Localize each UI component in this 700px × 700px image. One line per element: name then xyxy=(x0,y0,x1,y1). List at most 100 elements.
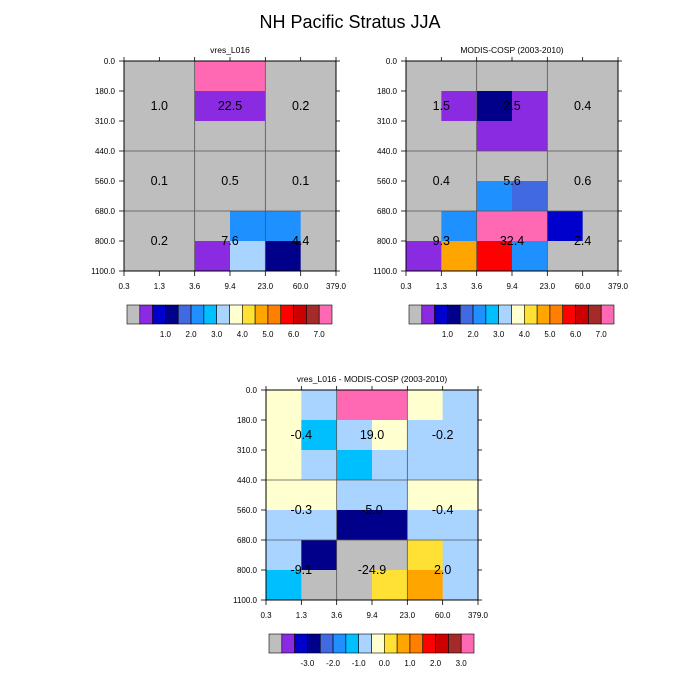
colorbar-swatch xyxy=(524,304,538,325)
y-tick-label: 680.0 xyxy=(95,207,116,216)
heatmap-cell xyxy=(300,211,337,242)
colorbar-swatch xyxy=(536,304,551,325)
x-tick-label: 379.0 xyxy=(608,282,629,291)
group-value-label: 32.4 xyxy=(500,234,524,248)
heatmap-cell xyxy=(442,450,479,481)
group-value-label: -0.4 xyxy=(291,428,313,442)
heatmap-cell xyxy=(476,91,513,122)
heatmap-cell xyxy=(441,241,478,272)
heatmap-cell xyxy=(266,450,302,481)
heatmap-cell xyxy=(265,151,302,182)
heatmap-cell xyxy=(300,121,337,152)
y-tick-label: 440.0 xyxy=(377,147,398,156)
colorbar-swatch xyxy=(152,304,166,325)
colorbar-swatch xyxy=(307,633,321,654)
colorbar-swatch xyxy=(434,304,448,325)
colorbar-swatch xyxy=(216,304,230,325)
x-tick-label: 9.4 xyxy=(366,611,378,620)
colorbar-label: 6.0 xyxy=(288,330,300,339)
colorbar-swatch xyxy=(345,633,359,654)
colorbar-swatch xyxy=(319,633,334,654)
x-tick-label: 0.3 xyxy=(260,611,272,620)
colorbar-swatch xyxy=(229,304,243,325)
group-value-label: 0.1 xyxy=(292,174,309,188)
group-value-label: 0.5 xyxy=(221,174,238,188)
heatmap-cell xyxy=(372,450,408,481)
colorbar-swatch xyxy=(190,304,205,325)
y-tick-label: 180.0 xyxy=(95,87,116,96)
colorbar-swatch xyxy=(422,633,436,654)
heatmap-cell xyxy=(265,121,302,152)
heatmap-cell xyxy=(512,211,548,242)
heatmap-cell xyxy=(476,151,513,182)
group-value-label: 4.4 xyxy=(292,234,309,248)
heatmap-cell xyxy=(547,241,584,272)
heatmap-cell xyxy=(406,241,442,272)
heatmap-cell xyxy=(159,211,196,242)
colorbar-swatch xyxy=(472,304,487,325)
colorbar-2: 1.0 2.0 3.0 4.0 5.0 6.0 7.0 xyxy=(408,304,615,339)
heatmap-panel-2: MODIS-COSP (2003-2010) 0.3 1.3 3.6 9.4 23.0 60… xyxy=(373,45,628,291)
x-tick-label: 3.6 xyxy=(331,611,343,620)
heatmap-cell xyxy=(442,420,479,451)
colorbar-swatch xyxy=(203,304,217,325)
heatmap-cell xyxy=(124,121,160,152)
heatmap-cell xyxy=(476,181,513,212)
heatmap-cell xyxy=(159,181,196,212)
group-value-label: 1.5 xyxy=(433,99,450,113)
colorbar-swatch xyxy=(384,633,398,654)
heatmap-cell xyxy=(300,151,337,182)
colorbar-3: -3.0 -2.0 -1.0 0.0 1.0 2.0 3.0 xyxy=(268,633,475,668)
colorbar-swatch xyxy=(126,304,141,325)
colorbar-swatch xyxy=(459,304,474,325)
x-tick-label: 23.0 xyxy=(540,282,556,291)
heatmap-cell xyxy=(441,91,478,122)
y-tick-label: 440.0 xyxy=(237,476,258,485)
heatmap-cell xyxy=(266,480,302,511)
x-tick-label: 60.0 xyxy=(435,611,451,620)
heatmap-cell xyxy=(441,211,478,242)
colorbar-label: 3.0 xyxy=(211,330,223,339)
heatmap-cell xyxy=(407,390,444,421)
heatmap-cell xyxy=(124,211,160,242)
heatmap-cell xyxy=(406,91,442,122)
heatmap-cell xyxy=(230,121,266,152)
heatmap-cell xyxy=(159,241,196,272)
heatmap-cell xyxy=(406,61,442,92)
heatmap-cell xyxy=(300,181,337,212)
heatmap-cell xyxy=(476,241,513,272)
heatmap-cell xyxy=(265,181,302,212)
y-tick-label: 560.0 xyxy=(377,177,398,186)
y-tick-label: 560.0 xyxy=(95,177,116,186)
heatmap-cell xyxy=(301,570,338,601)
y-tick-label: 1100.0 xyxy=(233,596,257,605)
colorbar-swatch xyxy=(460,633,475,654)
heatmap-cell xyxy=(512,91,548,122)
heatmap-cell xyxy=(547,121,584,152)
heatmap-cell xyxy=(159,151,196,182)
colorbar-swatch xyxy=(562,304,576,325)
heatmap-cell xyxy=(407,450,444,481)
heatmap-cell xyxy=(406,151,442,182)
heatmap-cell xyxy=(441,181,478,212)
heatmap-cell xyxy=(441,61,478,92)
x-tick-label: 60.0 xyxy=(575,282,591,291)
heatmap-cell xyxy=(582,211,619,242)
heatmap-cell xyxy=(194,121,231,152)
panels: vres_L016 0.3 1.3 3.6 9.4 23.0 60.0 379.0 0.0 180… xyxy=(91,45,628,620)
colorbar-swatch xyxy=(306,304,320,325)
x-tick-label: 379.0 xyxy=(468,611,489,620)
heatmap-cell xyxy=(230,211,266,242)
colorbar-label: 1.0 xyxy=(404,659,416,668)
x-tick-label: 23.0 xyxy=(258,282,274,291)
colorbar-label: 2.0 xyxy=(430,659,442,668)
colorbar-label: 4.0 xyxy=(237,330,249,339)
colorbar-swatch xyxy=(409,633,424,654)
heatmap-cell xyxy=(476,211,513,242)
heatmap-cell xyxy=(512,151,548,182)
heatmap-cell xyxy=(266,420,302,451)
group-value-label: 0.2 xyxy=(151,234,168,248)
heatmap-panel-3: vres_L016 - MODIS-COSP (2003-2010) 0.3 1.3… xyxy=(233,374,488,620)
colorbar-label: -1.0 xyxy=(352,659,366,668)
y-tick-label: 800.0 xyxy=(377,237,398,246)
